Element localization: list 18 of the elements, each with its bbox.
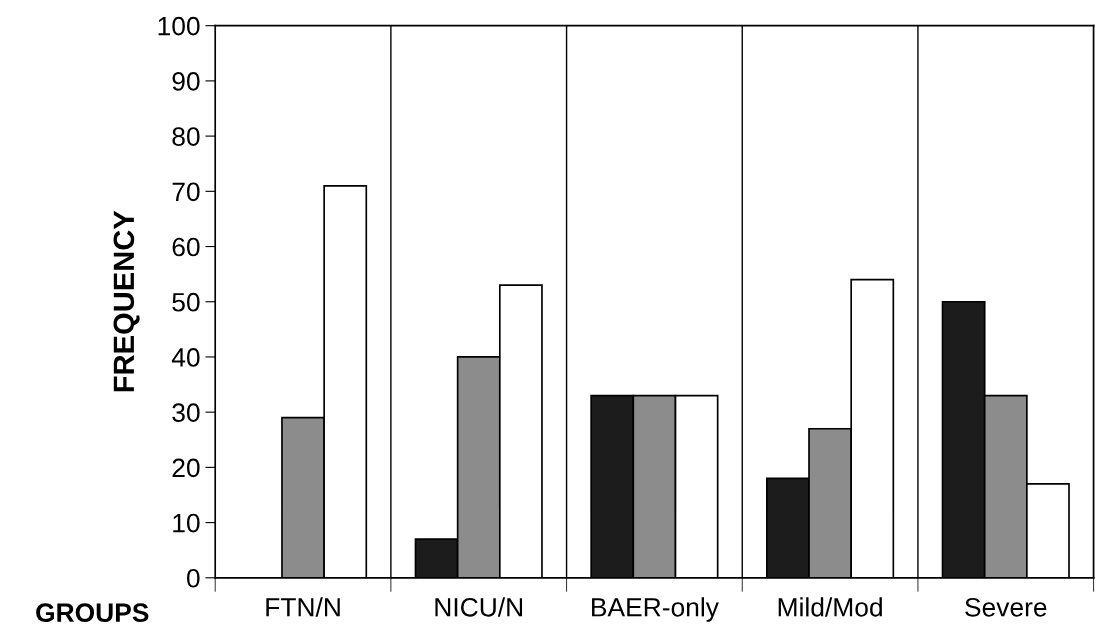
y-tick-label: 40 (171, 348, 200, 367)
y-tick-label: 70 (172, 182, 200, 202)
x-tick-label: Mild/Mod (778, 597, 882, 617)
y-tick-label: 0 (186, 568, 200, 588)
x-tick-label: BAER-only (592, 597, 719, 622)
y-tick-label: 80 (172, 127, 200, 146)
y-axis-title: FREQUENCY (113, 210, 140, 392)
x-tick-label: Severe (965, 597, 1047, 617)
y-tick-label: 30 (172, 403, 200, 422)
y-tick-label: 100 (158, 16, 200, 36)
x-tick-label: FTN/N (266, 597, 340, 617)
x-axis-title: GROUPS (36, 603, 149, 623)
y-tick-label: 20 (172, 458, 200, 478)
y-tick-label: 10 (173, 513, 200, 533)
x-tick-label: NICU/N (435, 597, 523, 617)
y-tick-label: 50 (172, 292, 200, 312)
y-tick-label: 90 (172, 72, 200, 91)
y-tick-label: 60 (172, 237, 200, 257)
